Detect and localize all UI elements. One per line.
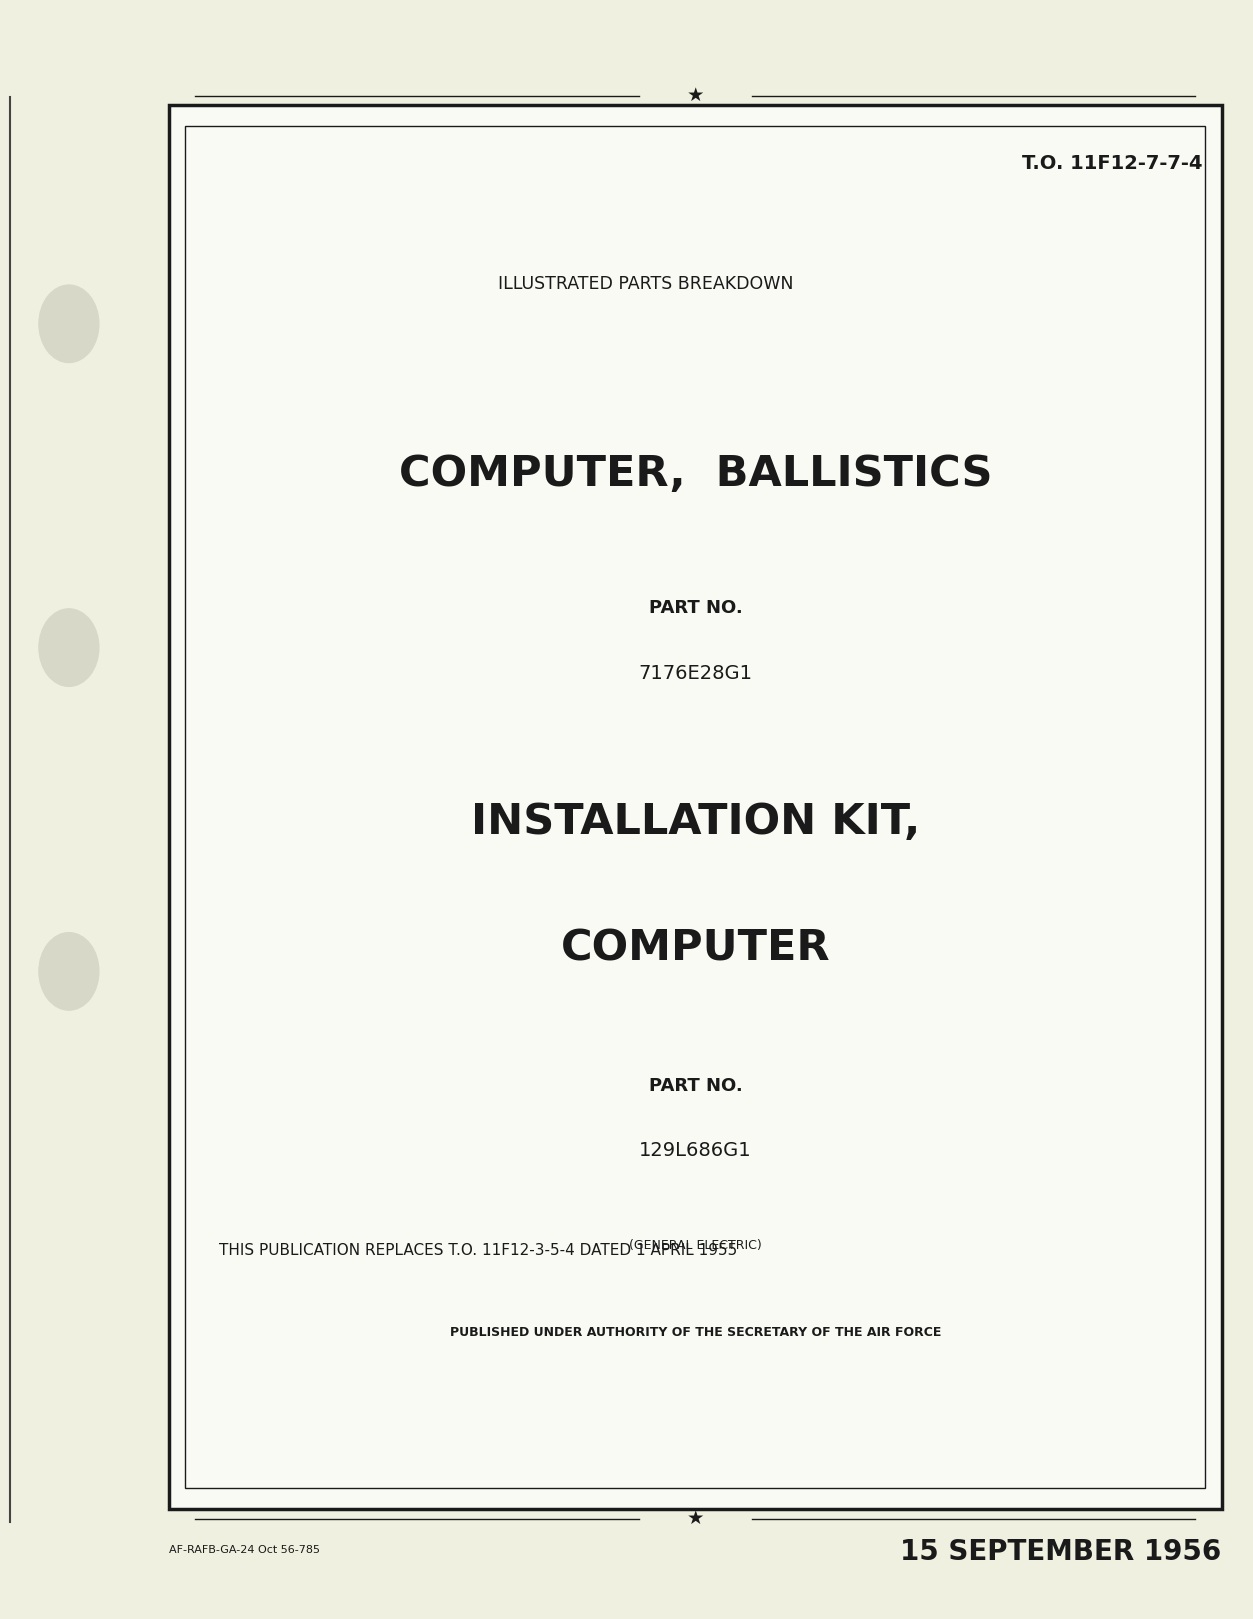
Text: COMPUTER,  BALLISTICS: COMPUTER, BALLISTICS (398, 453, 992, 495)
Text: ★: ★ (687, 1509, 704, 1528)
Circle shape (39, 285, 99, 363)
Bar (169, 105, 1222, 1509)
Bar (185, 126, 1205, 1488)
Text: 7176E28G1: 7176E28G1 (639, 664, 752, 683)
Bar (169, 105, 1222, 1509)
Text: COMPUTER: COMPUTER (560, 928, 831, 970)
Text: 129L686G1: 129L686G1 (639, 1141, 752, 1161)
Text: ★: ★ (687, 86, 704, 105)
Text: PART NO.: PART NO. (649, 1077, 742, 1094)
Text: 15 SEPTEMBER 1956: 15 SEPTEMBER 1956 (901, 1538, 1222, 1566)
Text: PUBLISHED UNDER AUTHORITY OF THE SECRETARY OF THE AIR FORCE: PUBLISHED UNDER AUTHORITY OF THE SECRETA… (450, 1326, 941, 1339)
Text: INSTALLATION KIT,: INSTALLATION KIT, (471, 801, 920, 843)
Text: ILLUSTRATED PARTS BREAKDOWN: ILLUSTRATED PARTS BREAKDOWN (497, 275, 793, 293)
Text: THIS PUBLICATION REPLACES T.O. 11F12-3-5-4 DATED 1 APRIL 1955: THIS PUBLICATION REPLACES T.O. 11F12-3-5… (219, 1243, 738, 1258)
Text: T.O. 11F12-7-7-4: T.O. 11F12-7-7-4 (1022, 154, 1203, 173)
Text: PART NO.: PART NO. (649, 599, 742, 617)
Text: (GENERAL ELECTRIC): (GENERAL ELECTRIC) (629, 1239, 762, 1251)
Circle shape (39, 609, 99, 686)
Circle shape (39, 933, 99, 1010)
Text: AF-RAFB-GA-24 Oct 56-785: AF-RAFB-GA-24 Oct 56-785 (169, 1545, 321, 1554)
